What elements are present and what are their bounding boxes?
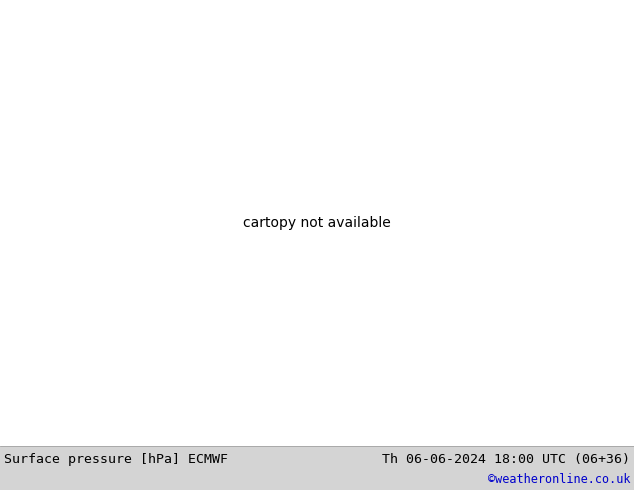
Text: Surface pressure [hPa] ECMWF: Surface pressure [hPa] ECMWF <box>4 453 228 466</box>
Text: ©weatheronline.co.uk: ©weatheronline.co.uk <box>488 473 630 487</box>
Text: Th 06-06-2024 18:00 UTC (06+36): Th 06-06-2024 18:00 UTC (06+36) <box>382 453 630 466</box>
Text: cartopy not available: cartopy not available <box>243 216 391 230</box>
